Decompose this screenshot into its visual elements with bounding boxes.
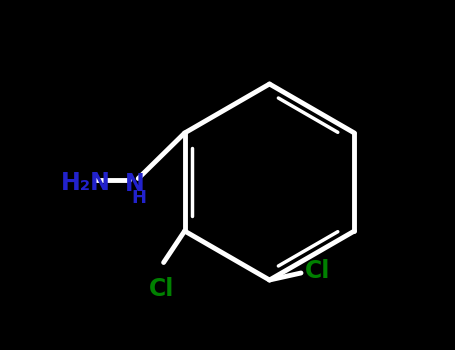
Text: H: H — [131, 189, 147, 208]
Text: N: N — [125, 172, 145, 196]
Text: H₂N: H₂N — [61, 171, 111, 195]
Text: Cl: Cl — [149, 276, 175, 301]
Text: Cl: Cl — [304, 259, 330, 283]
